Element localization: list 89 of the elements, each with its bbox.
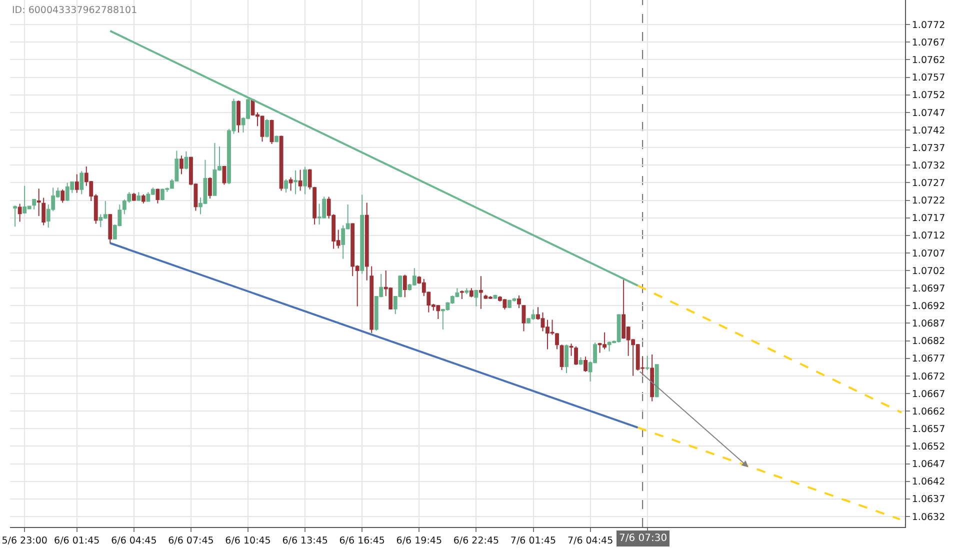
y-tick-label: 1.0682 <box>912 336 946 348</box>
candlestick <box>360 194 364 274</box>
y-tick-label: 1.0747 <box>912 108 946 119</box>
y-tick-label: 1.0642 <box>912 476 946 488</box>
candlestick <box>574 346 578 366</box>
candlestick <box>18 203 22 222</box>
y-tick-label: 1.0712 <box>912 230 946 242</box>
y-tick-label: 1.0632 <box>912 512 946 523</box>
candlestick <box>584 356 588 372</box>
x-tick-label: 6/6 07:45 <box>168 535 214 546</box>
y-tick-label: 1.0732 <box>912 160 946 172</box>
candlestick <box>132 192 136 202</box>
y-tick-label: 1.0702 <box>912 266 946 277</box>
x-tick-label: 6/6 04:45 <box>111 535 157 546</box>
candlestick <box>517 294 521 309</box>
y-tick-label: 1.0687 <box>912 318 946 330</box>
annotation: ID: 600043337962788101 <box>12 5 138 16</box>
ref-line-label: 7/6 07:30 <box>619 533 668 544</box>
candlestick <box>654 364 659 398</box>
candlestick <box>478 276 483 310</box>
candlestick <box>303 166 308 195</box>
candlestick <box>294 170 298 195</box>
candlestick <box>74 174 79 194</box>
candlestick <box>108 213 112 244</box>
candlestick <box>60 188 65 204</box>
candlestick <box>179 155 184 175</box>
candlestick <box>13 205 18 228</box>
x-tick-label: 6/6 22:45 <box>453 535 500 546</box>
candlestick <box>274 135 278 143</box>
x-tick-label: 6/6 19:45 <box>396 535 442 546</box>
candlestick <box>474 289 478 307</box>
y-tick-label: 1.0767 <box>912 37 946 48</box>
y-tick-label: 1.0722 <box>912 196 946 207</box>
y-tick-label: 1.0762 <box>912 55 946 66</box>
candlestick <box>364 202 369 281</box>
candlestick <box>370 266 374 334</box>
candlestick <box>156 188 160 204</box>
candlestick <box>460 290 464 300</box>
candlestick <box>650 354 654 402</box>
candlestick <box>284 178 288 194</box>
y-tick-label: 1.0752 <box>912 90 946 102</box>
y-tick-label: 1.0717 <box>912 213 946 224</box>
x-tick-label: 6/6 01:45 <box>54 535 100 546</box>
candlestick <box>42 197 46 226</box>
y-tick-label: 1.0662 <box>912 406 946 418</box>
y-tick-label: 1.0707 <box>912 248 946 260</box>
y-tick-label: 1.0742 <box>912 125 946 136</box>
x-tick-label: 6/6 10:45 <box>225 535 271 546</box>
candlestick <box>522 304 526 332</box>
x-tick-label: 7/6 04:45 <box>567 535 614 546</box>
candlestick <box>265 118 269 138</box>
candlestick <box>402 274 407 298</box>
y-tick-label: 1.0667 <box>912 388 946 400</box>
x-tick-label: 6/6 16:45 <box>339 535 385 546</box>
candlestick <box>564 344 568 374</box>
candlestick <box>469 288 474 298</box>
candlestick <box>208 176 212 199</box>
candlestick <box>569 343 574 356</box>
y-tick-label: 1.0652 <box>912 442 946 453</box>
y-tick-label: 1.0677 <box>912 354 946 365</box>
y-tick-label: 1.0757 <box>912 72 946 84</box>
candlestick <box>288 176 293 192</box>
y-tick-label: 1.0647 <box>912 459 946 470</box>
candlestick <box>555 332 559 350</box>
candlestick <box>32 198 36 210</box>
y-tick-label: 1.0672 <box>912 371 946 382</box>
candlestick <box>279 135 284 192</box>
candlestick <box>236 100 240 133</box>
y-tick-label: 1.0772 <box>912 20 946 31</box>
x-tick-label: 7/6 01:45 <box>510 535 556 546</box>
y-tick-label: 1.0697 <box>912 283 946 294</box>
y-tick-label: 1.0737 <box>912 142 946 154</box>
candlestick <box>141 194 146 204</box>
candlestick <box>270 119 274 145</box>
y-tick-label: 1.0637 <box>912 494 946 506</box>
candlestick <box>560 344 564 370</box>
candlestick <box>184 150 188 170</box>
y-tick-label: 1.0657 <box>912 424 946 435</box>
candlestick <box>136 192 141 202</box>
y-tick-label: 1.0727 <box>912 178 946 190</box>
x-tick-label: 5/6 23:00 <box>2 535 48 546</box>
candlestick <box>80 170 84 195</box>
candlestick <box>645 355 650 370</box>
y-tick-label: 1.0692 <box>912 300 946 312</box>
x-tick-label: 6/6 13:45 <box>282 535 328 546</box>
candlestick <box>464 288 469 295</box>
candlestick <box>36 188 41 217</box>
candlestick <box>298 169 302 192</box>
candlestick <box>578 356 583 366</box>
